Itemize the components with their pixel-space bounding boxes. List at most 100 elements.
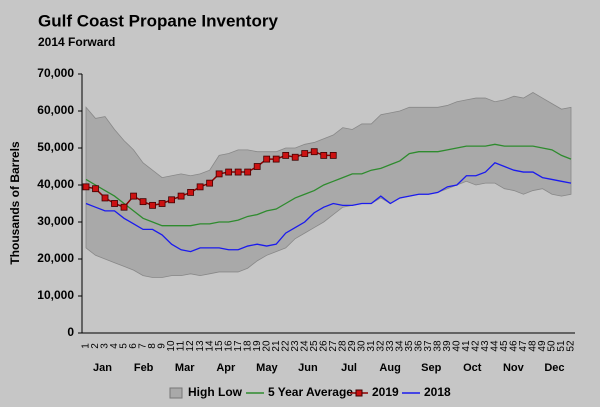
x-tick-label: 20 [261,340,272,352]
marker [206,179,214,187]
marker [329,151,337,159]
x-tick-label: 52 [566,340,577,352]
marker [130,192,137,200]
chart-title: Gulf Coast Propane Inventory [38,11,278,30]
x-tick-label: 18 [242,340,253,352]
x-tick-label: 5 [119,343,130,349]
y-axis-label: Thousands of Barrels [8,141,22,265]
x-tick-label: 47 [518,340,529,352]
legend-swatch [169,387,183,399]
month-label: Jan [93,362,112,374]
marker [215,170,223,178]
series-line [85,143,572,227]
x-tick-label: 21 [271,340,282,352]
y-tick-label: 60,000 [37,103,74,117]
x-tick-label: 22 [280,340,291,352]
legend-label: 2019 [372,385,399,399]
x-tick-label: 34 [394,340,405,352]
x-tick-label: 7 [138,343,149,349]
y-tick-label: 40,000 [37,177,74,191]
marker [92,185,99,193]
x-tick-label: 1 [81,343,92,349]
legend-label: 2018 [424,385,451,399]
marker [149,201,156,209]
marker [120,203,128,211]
x-tick-label: 33 [385,340,396,352]
x-tick-label: 8 [147,343,158,349]
high-low-band [85,92,572,278]
marker [291,153,299,161]
month-label: Jul [341,362,357,374]
x-tick-label: 32 [375,340,386,352]
marker [301,150,309,157]
legend-label: High Low [188,385,243,399]
x-tick-label: 15 [214,340,225,352]
y-tick-label: 20,000 [37,251,74,265]
x-tick-label: 35 [404,340,415,352]
marker [111,200,118,207]
x-tick-label: 36 [413,340,424,352]
x-tick-label: 2 [90,343,101,349]
marker [253,163,261,170]
marker [320,151,328,159]
x-tick-label: 26 [318,340,329,352]
x-tick-label: 49 [537,340,548,352]
marker [177,192,185,200]
marker [187,188,195,196]
x-tick-label: 50 [547,340,558,352]
marker [282,151,290,159]
month-label: Dec [544,362,564,374]
x-tick-label: 6 [128,343,139,349]
month-label: Oct [463,362,482,374]
month-label: May [256,362,278,374]
x-tick-label: 29 [347,340,358,352]
x-tick-label: 40 [452,340,463,352]
x-tick-label: 41 [461,340,472,352]
x-tick-label: 16 [223,340,234,352]
legend-label: 5 Year Average [268,385,353,399]
x-tick-label: 28 [337,340,348,352]
marker [168,196,175,204]
marker [263,155,271,163]
x-tick-label: 48 [528,340,539,352]
x-tick-label: 19 [252,340,263,352]
x-tick-label: 46 [509,340,520,352]
marker [196,183,204,191]
month-label: Aug [379,362,400,374]
y-tick-label: 50,000 [37,140,74,154]
y-tick-label: 10,000 [37,288,74,302]
month-label: Jun [298,362,318,374]
series-line [85,162,572,253]
x-tick-label: 9 [157,343,168,349]
x-tick-label: 25 [309,340,320,352]
y-tick-label: 0 [67,325,74,339]
x-tick-label: 38 [433,340,444,352]
marker [234,168,242,176]
month-label: Feb [134,362,154,374]
x-tick-label: 4 [109,343,120,349]
marker [101,194,109,202]
x-tick-label: 10 [166,340,177,352]
x-tick-label: 43 [480,340,491,352]
marker [244,168,252,176]
y-tick-label: 70,000 [37,66,74,80]
legend-marker [355,389,363,397]
x-tick-label: 24 [299,340,310,352]
marker [272,155,280,163]
x-tick-label: 27 [328,340,339,352]
month-label: Apr [216,362,236,374]
marker [82,183,90,191]
x-tick-label: 42 [471,340,482,352]
x-tick-label: 31 [366,340,377,352]
marker [225,168,233,176]
chart-subtitle: 2014 Forward [38,35,115,49]
x-tick-label: 30 [356,340,367,352]
x-tick-label: 12 [185,340,196,352]
x-tick-label: 45 [499,340,510,352]
x-tick-label: 37 [423,340,434,352]
month-label: Mar [175,362,195,374]
x-tick-label: 3 [100,343,111,349]
x-tick-label: 17 [233,340,244,352]
